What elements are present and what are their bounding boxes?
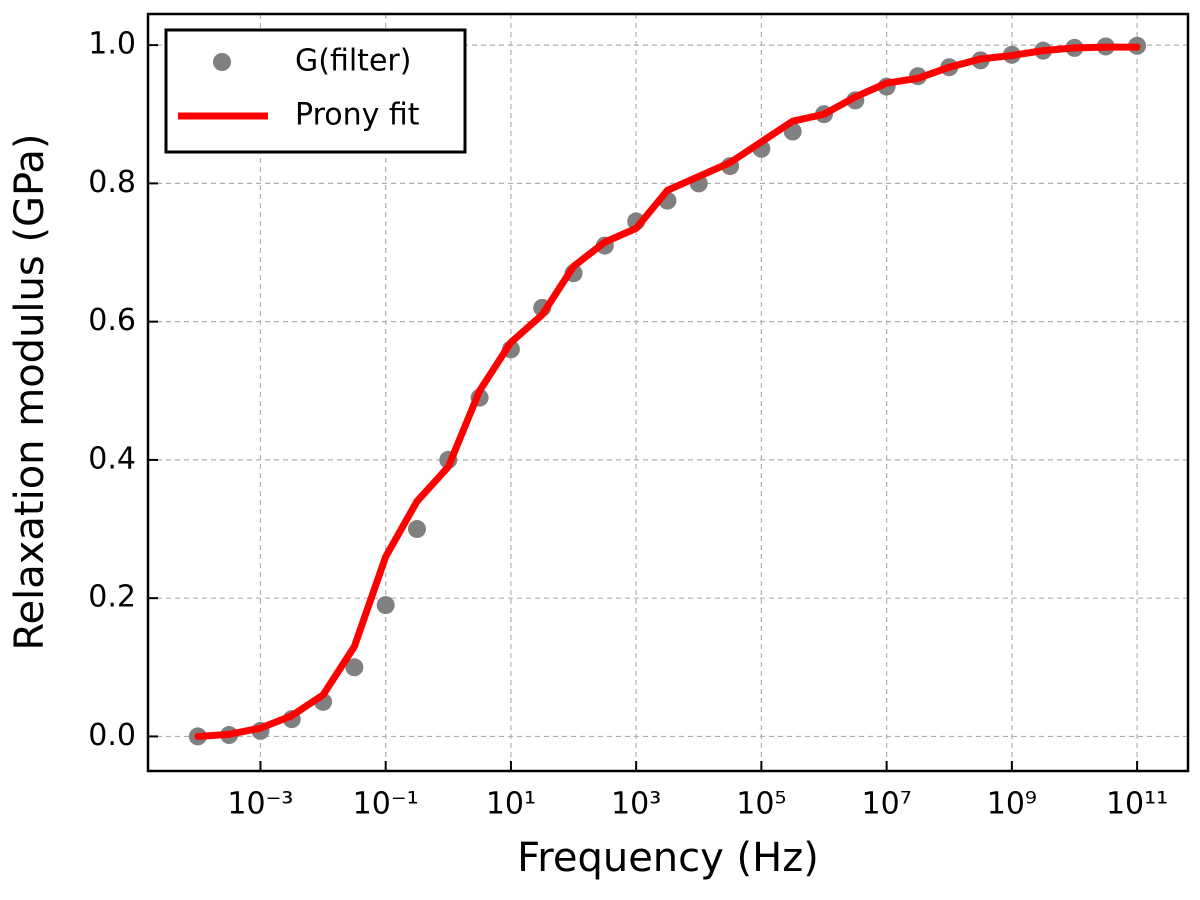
x-tick-label: 10⁻¹	[353, 787, 419, 822]
y-tick-label: 0.6	[88, 303, 136, 338]
y-tick-label: 0.0	[88, 718, 136, 753]
legend-marker	[213, 53, 231, 71]
y-tick-label: 0.2	[88, 580, 136, 615]
plot-frame	[146, 12, 1190, 773]
fit-line	[194, 43, 1141, 740]
data-point	[345, 658, 364, 677]
y-tick-label: 1.0	[88, 27, 136, 62]
data-point	[407, 520, 426, 539]
x-tick-label: 10⁷	[862, 787, 912, 822]
x-tick-label: 10⁹	[987, 787, 1037, 822]
data-point	[376, 596, 395, 615]
y-tick-label: 0.8	[88, 165, 136, 200]
x-tick-label: 10⁵	[736, 787, 786, 822]
legend-label: G(filter)	[295, 44, 411, 79]
x-tick-label: 10¹¹	[1106, 787, 1168, 822]
x-tick-label: 10⁻³	[227, 787, 293, 822]
x-tick-label: 10¹	[486, 787, 536, 822]
y-tick-label: 0.4	[88, 441, 136, 476]
y-axis-label: Relaxation modulus (GPa)	[7, 134, 53, 651]
legend-label: Prony fit	[295, 98, 420, 133]
x-axis-label: Frequency (Hz)	[517, 835, 819, 881]
legend-box	[164, 28, 467, 154]
x-tick-label: 10³	[611, 787, 661, 822]
